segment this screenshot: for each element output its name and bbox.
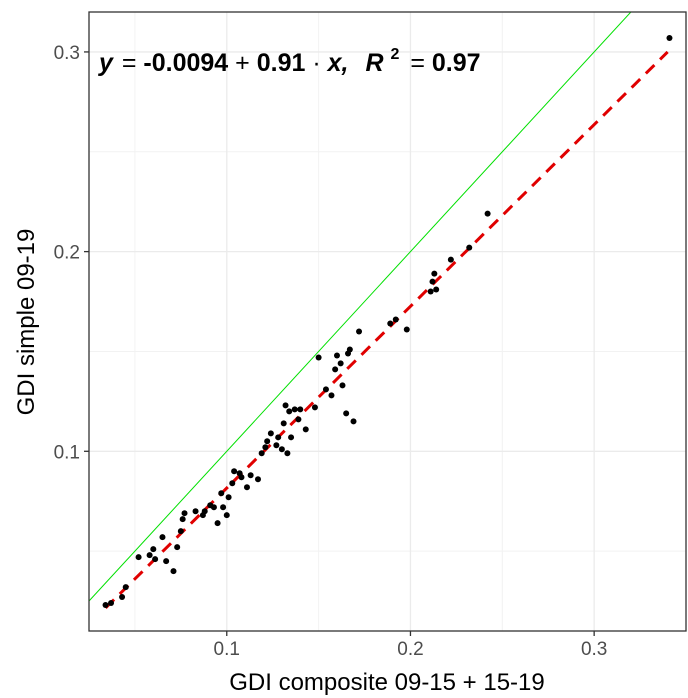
- data-point: [280, 420, 287, 427]
- data-point: [333, 352, 340, 359]
- identity-line: [89, 12, 632, 602]
- data-point: [170, 568, 177, 575]
- data-point: [466, 244, 473, 251]
- x-tick-label: 0.2: [397, 639, 423, 660]
- data-point: [146, 552, 153, 559]
- data-point: [264, 438, 271, 445]
- fit-line: [104, 50, 669, 610]
- data-point: [220, 504, 227, 511]
- data-point: [302, 426, 309, 433]
- data-point: [427, 288, 434, 295]
- data-point: [328, 392, 335, 399]
- data-point: [484, 210, 491, 217]
- data-point: [243, 484, 250, 491]
- data-point: [163, 558, 170, 565]
- data-point: [288, 434, 295, 441]
- data-point: [282, 402, 289, 409]
- data-point: [262, 444, 269, 451]
- data-point: [322, 386, 329, 393]
- x-tick-label: 0.1: [214, 639, 240, 660]
- data-point: [278, 446, 285, 453]
- data-point: [150, 546, 157, 553]
- data-point: [315, 354, 322, 361]
- y-tick-label: 0.1: [54, 442, 80, 463]
- y-tick-label: 0.2: [54, 243, 80, 264]
- data-point: [346, 346, 353, 353]
- data-point: [392, 316, 399, 323]
- data-point: [339, 382, 346, 389]
- data-point: [122, 584, 129, 591]
- data-point: [177, 528, 184, 535]
- data-point: [291, 406, 298, 413]
- data-point: [201, 508, 208, 515]
- data-point: [666, 34, 673, 41]
- data-point: [433, 286, 440, 293]
- data-point: [119, 594, 126, 601]
- data-point: [356, 328, 363, 335]
- data-point: [286, 408, 293, 415]
- data-point: [284, 450, 291, 457]
- data-point: [223, 512, 230, 519]
- panel-background: [89, 12, 686, 631]
- data-point: [275, 434, 282, 441]
- y-axis-ticks: 0.1 0.2 0.3: [54, 43, 89, 463]
- y-axis-title: GDI simple 09-19: [13, 229, 40, 416]
- data-point: [214, 520, 221, 527]
- data-point: [225, 494, 232, 501]
- minor-gridlines: [89, 12, 686, 631]
- x-axis-title: GDI composite 09-15 + 15-19: [229, 669, 545, 696]
- data-point: [159, 534, 166, 541]
- data-point: [135, 554, 142, 561]
- data-point: [179, 516, 186, 523]
- data-point: [247, 472, 254, 479]
- data-point: [267, 430, 274, 437]
- data-point: [258, 450, 265, 457]
- x-tick-label: 0.3: [581, 639, 607, 660]
- data-point: [254, 476, 261, 483]
- data-point: [152, 556, 159, 563]
- data-point: [431, 270, 438, 277]
- reference-lines: [89, 12, 669, 610]
- data-point: [108, 600, 115, 607]
- x-axis-ticks: 0.1 0.2 0.3: [214, 631, 607, 660]
- data-point: [273, 442, 280, 449]
- data-point: [337, 360, 344, 367]
- data-point: [102, 602, 109, 609]
- major-gridlines: [89, 12, 686, 631]
- data-point: [429, 278, 436, 285]
- data-point: [218, 490, 225, 497]
- data-point: [210, 504, 217, 511]
- data-point: [174, 544, 181, 551]
- data-point: [229, 480, 236, 487]
- data-point: [350, 418, 357, 425]
- data-point: [192, 508, 199, 515]
- data-points: [102, 34, 673, 609]
- data-point: [297, 406, 304, 413]
- data-point: [343, 410, 350, 417]
- data-point: [238, 474, 245, 481]
- data-point: [181, 510, 188, 517]
- data-point: [231, 468, 238, 475]
- regression-annotation: y = -0.0094 + 0.91 · x, R 2 = 0.97: [97, 37, 481, 77]
- data-point: [332, 366, 339, 373]
- panel-border: [88, 11, 687, 632]
- data-point: [311, 404, 318, 411]
- y-tick-label: 0.3: [54, 43, 80, 64]
- data-point: [403, 326, 410, 333]
- data-point: [295, 416, 302, 423]
- data-point: [447, 256, 454, 263]
- data-point: [387, 320, 394, 327]
